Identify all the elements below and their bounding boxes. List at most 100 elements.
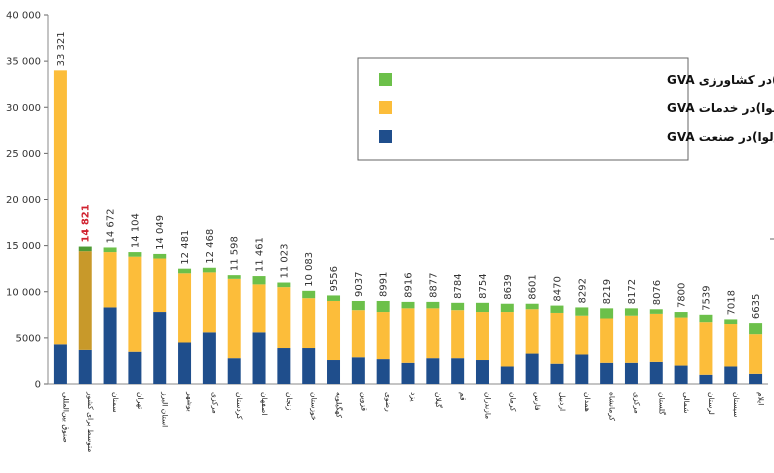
- y-tick-label: 15 000: [6, 241, 41, 252]
- bar-total-label: 8639: [503, 274, 514, 299]
- bar-segment-industry: [128, 351, 142, 384]
- category-label: ﮔﻴﻼﻥ: [434, 392, 443, 408]
- total-labels: 33 321 14 821 14 672 14 104 14 049 12 481 12 4…: [56, 31, 762, 319]
- bar-segment-industry: [500, 366, 514, 384]
- bar-segment-agriculture: [401, 301, 415, 309]
- bar-total-label: 14 672: [106, 208, 117, 243]
- category-label: ﻗﻢ: [459, 392, 468, 401]
- bar-segment-services: [78, 251, 92, 350]
- category-label: ﺗﻬﺮﺍﻥ: [136, 392, 145, 409]
- category-label: ﻟﺮﺳﺘﺎﻥ: [707, 392, 716, 415]
- bar-segment-services: [749, 334, 763, 374]
- bar-total-label: 12 481: [180, 230, 191, 265]
- bar-segment-agriculture: [624, 308, 638, 316]
- bar-total-label: 8754: [478, 273, 489, 298]
- bar-total-label: 14 104: [130, 213, 141, 248]
- legend: (سرانه /لوا)در کشاورزی GVA (سرانه /لوا)د…: [357, 57, 774, 161]
- bar-segment-agriculture: [302, 290, 316, 299]
- category-label: ﺯﻧﺠﺎﻥ: [285, 392, 294, 411]
- category-label: ﻛﺮﻣﺎﻥ: [508, 392, 517, 412]
- category-label: ﻣﺮﻛﺰﻯ: [632, 392, 641, 414]
- bar-segment-services: [227, 278, 241, 359]
- bar-segment-industry: [302, 348, 316, 384]
- bar-segment-agriculture: [500, 303, 514, 313]
- category-label: ﺳﻤﻨﺎﻥ: [111, 392, 120, 413]
- bar-total-label: 7539: [701, 285, 712, 310]
- bar-segment-agriculture: [78, 246, 92, 252]
- category-labels: ﺻﻨﻮﻕ ﺑﻴﻦﺍﻟﻤﻠﻠﻰ ﻣﺘﻮﺳﻂ ﺑﺮﺍﻯ ﻛﺸﻮﺭ ﺳﻤﻨﺎﻥ ﺗﻬﺮﺍﻥ ﺍ…: [61, 391, 765, 452]
- bar-segment-services: [351, 310, 365, 358]
- bar-segment-services: [302, 298, 316, 349]
- bar-segment-agriculture: [327, 295, 341, 301]
- legend-label-agriculture: (سرانه /لوا)در کشاورزی GVA: [667, 73, 774, 88]
- legend-label-industry: (سرانه /لوا)در صنعت GVA: [667, 130, 774, 145]
- bar-segment-agriculture: [451, 302, 465, 311]
- category-label: ﺍﺻﻔﻬﺎﻥ: [260, 392, 269, 416]
- bar-segment-agriculture: [550, 305, 564, 313]
- bar-segment-services: [500, 312, 514, 367]
- bar-total-label: 8292: [577, 278, 588, 303]
- y-tick-label: 30 000: [6, 103, 41, 114]
- bar-segment-services: [376, 312, 390, 360]
- bar-segment-industry: [575, 354, 589, 384]
- category-label: ﻓﺎﺭﺱ: [533, 392, 542, 411]
- bar-segment-industry: [53, 344, 67, 384]
- bar-segment-services: [327, 300, 341, 361]
- bar-segment-agriculture: [376, 300, 390, 313]
- category-label: ﻗﺰﻭﻳﻦ: [359, 392, 368, 412]
- y-tick-label: 40 000: [6, 11, 41, 22]
- bar-segment-industry: [252, 332, 266, 384]
- bar-segment-agriculture: [128, 252, 142, 257]
- bar-total-label: 7018: [726, 290, 737, 315]
- bar-segment-services: [699, 322, 713, 375]
- bar-total-label: 8991: [379, 272, 390, 297]
- bar-total-label: 8172: [627, 279, 638, 304]
- bar-total-label: 8219: [602, 279, 613, 304]
- bar-segment-services: [575, 315, 589, 355]
- bar-total-label: 14 049: [155, 215, 166, 250]
- bar-segment-agriculture: [525, 303, 539, 310]
- bar-total-label: 8784: [453, 273, 464, 298]
- y-tick-label: 20 000: [6, 195, 41, 206]
- bar-segment-industry: [724, 366, 738, 384]
- bar-segment-industry: [351, 357, 365, 384]
- bar-segment-industry: [749, 373, 763, 384]
- category-label: ﺍﻳﻼﻡ: [757, 392, 766, 405]
- bar-segment-services: [153, 258, 167, 313]
- bar-total-label: 8076: [652, 280, 663, 305]
- bar-segment-agriculture: [153, 253, 167, 259]
- bar-segment-agriculture: [277, 282, 291, 288]
- bar-segment-industry: [227, 358, 241, 384]
- y-tick-label: 5000: [16, 333, 41, 344]
- bar-segment-services: [103, 252, 117, 308]
- bar-segment-services: [426, 308, 440, 359]
- bar-segment-agriculture: [649, 309, 663, 314]
- bar-segment-services: [525, 309, 539, 354]
- y-tick-label: 35 000: [6, 57, 41, 68]
- bar-segment-services: [252, 284, 266, 333]
- bar-segment-industry: [202, 332, 216, 384]
- bars: [53, 70, 763, 384]
- bar-total-label: 8470: [552, 276, 563, 301]
- category-label: ﺳﻴﺴﺘﺎﻥ: [732, 392, 741, 417]
- bar-segment-agriculture: [724, 319, 738, 325]
- category-label: ﺧﻮﺯﺳﺘﺎﻥ: [310, 392, 319, 421]
- bar-segment-industry: [451, 358, 465, 384]
- bar-segment-services: [178, 273, 192, 343]
- bar-segment-agriculture: [202, 267, 216, 273]
- bar-total-label: 11 598: [230, 236, 241, 271]
- bar-segment-agriculture: [351, 300, 365, 311]
- bar-total-label: 14 821: [81, 204, 92, 242]
- bar-total-label: 10 083: [304, 252, 315, 287]
- y-tick-label: 25 000: [6, 149, 41, 160]
- bar-total-label: 9037: [354, 272, 365, 297]
- bar-segment-agriculture: [674, 312, 688, 318]
- bar-total-label: 12 468: [205, 229, 216, 264]
- bar-segment-industry: [525, 353, 539, 384]
- bar-total-label: 7800: [677, 283, 688, 308]
- bar-segment-industry: [699, 374, 713, 384]
- bar-total-label: 8916: [404, 272, 415, 297]
- bar-segment-industry: [550, 363, 564, 384]
- bar-segment-agriculture: [252, 276, 266, 285]
